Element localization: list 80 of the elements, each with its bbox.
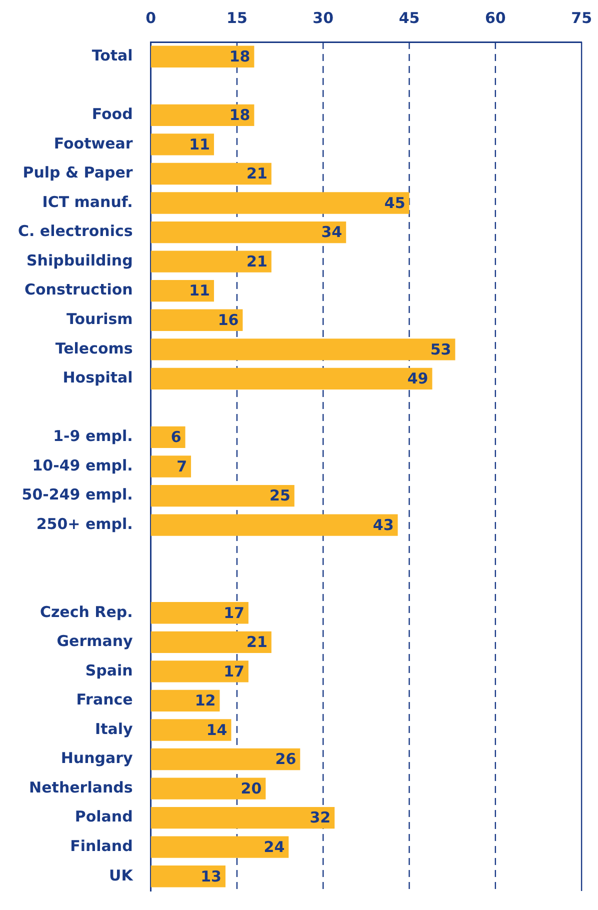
data-label: 34 xyxy=(321,223,342,242)
y-tick-label: Total xyxy=(92,46,133,65)
y-tick-label: 1-9 empl. xyxy=(53,427,133,446)
data-label: 25 xyxy=(270,486,290,505)
bar xyxy=(150,456,192,478)
x-tick-label: 15 xyxy=(226,8,248,27)
bar xyxy=(150,631,272,653)
y-tick-label: Italy xyxy=(95,720,134,738)
data-label: 18 xyxy=(229,106,250,124)
y-tick-label: C. electronics xyxy=(18,222,133,240)
data-label: 11 xyxy=(189,282,210,300)
y-tick-label: UK xyxy=(109,866,134,884)
y-tick-label: 10-49 empl. xyxy=(32,456,133,474)
y-tick-label: Spain xyxy=(85,661,133,680)
x-tick-label: 75 xyxy=(571,8,592,27)
data-label: 43 xyxy=(372,516,394,534)
bar xyxy=(150,719,232,741)
y-tick-label: Germany xyxy=(56,632,134,650)
x-tick-label: 60 xyxy=(484,8,506,27)
data-label: 14 xyxy=(206,720,228,739)
data-label: 17 xyxy=(224,604,244,622)
bar xyxy=(150,690,220,712)
y-tick-label: Telecoms xyxy=(55,339,133,358)
bar xyxy=(150,602,248,624)
data-label: 12 xyxy=(194,692,216,710)
data-label: 7 xyxy=(176,457,188,476)
x-tick-label: 0 xyxy=(146,8,156,27)
bar xyxy=(150,250,272,272)
data-label: 49 xyxy=(407,370,428,388)
y-tick-label: Food xyxy=(92,105,133,124)
y-tick-label: Czech Rep. xyxy=(40,602,133,621)
bar xyxy=(150,748,300,770)
bar xyxy=(150,46,254,68)
bar xyxy=(150,192,410,214)
bar xyxy=(150,514,398,536)
data-label: 53 xyxy=(430,340,452,358)
y-tick-label: Poland xyxy=(74,808,133,826)
bar xyxy=(150,280,214,302)
y-tick-label: Shipbuilding xyxy=(26,251,133,270)
data-label: 16 xyxy=(218,311,239,330)
y-tick-label: Construction xyxy=(24,280,133,299)
data-label: 26 xyxy=(275,750,296,768)
data-label: 24 xyxy=(264,838,285,856)
bar xyxy=(150,162,272,185)
bar xyxy=(150,806,335,829)
data-label: 17 xyxy=(224,662,244,680)
bar xyxy=(150,134,214,156)
y-tick-label: Hungary xyxy=(60,749,134,768)
bar xyxy=(150,484,294,507)
y-tick-label: 250+ empl. xyxy=(36,514,133,533)
y-tick-label: Footwear xyxy=(54,134,134,152)
bar xyxy=(150,104,254,126)
bar xyxy=(150,866,226,888)
data-label: 45 xyxy=(384,194,406,212)
y-tick-label: Tourism xyxy=(66,310,133,328)
data-label: 13 xyxy=(200,867,222,886)
x-tick-label: 30 xyxy=(312,8,334,27)
data-label: 21 xyxy=(246,164,268,183)
data-label: 6 xyxy=(170,428,182,446)
y-tick-label: 50-249 empl. xyxy=(22,486,133,504)
y-tick-label: Finland xyxy=(70,836,133,855)
y-tick-label: Netherlands xyxy=(29,778,133,796)
bar xyxy=(150,778,266,800)
bar xyxy=(150,660,248,682)
bar xyxy=(150,309,243,331)
bar xyxy=(150,836,289,858)
data-label: 21 xyxy=(246,252,268,270)
data-label: 18 xyxy=(229,48,250,66)
data-label: 32 xyxy=(310,808,331,827)
x-tick-label: 45 xyxy=(398,8,420,27)
bar xyxy=(150,221,346,244)
bar xyxy=(150,368,432,390)
y-tick-label: ICT manuf. xyxy=(42,192,133,211)
bar xyxy=(150,338,456,360)
data-label: 21 xyxy=(246,633,268,652)
y-tick-label: Hospital xyxy=(62,368,133,387)
data-label: 11 xyxy=(189,135,210,154)
y-tick-label: France xyxy=(76,690,133,709)
y-tick-label: Pulp & Paper xyxy=(22,164,134,182)
data-label: 20 xyxy=(240,779,262,798)
